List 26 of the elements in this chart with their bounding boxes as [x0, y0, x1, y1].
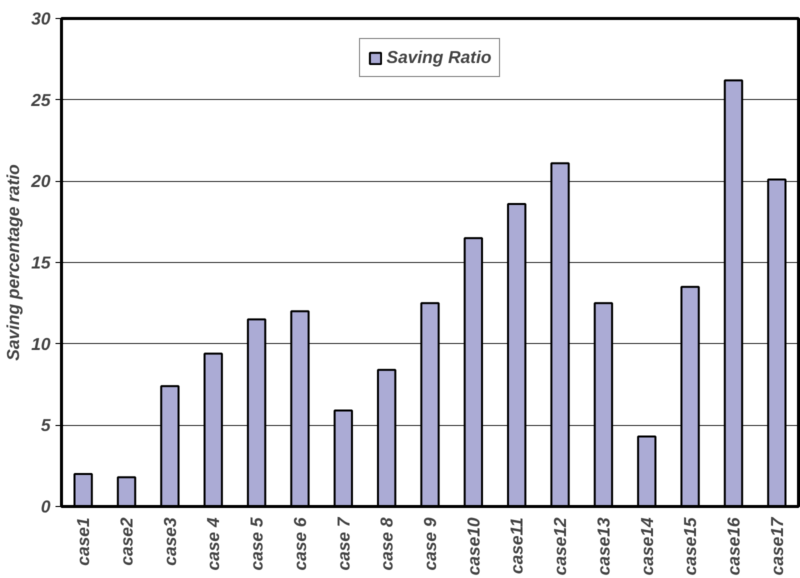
x-tick-label: case3: [160, 517, 180, 566]
x-tick-label: case15: [680, 517, 700, 576]
y-tick-label: 25: [30, 90, 51, 110]
y-tick-label: 0: [40, 496, 51, 516]
x-tick-label: case 8: [376, 517, 397, 570]
x-tick-label: case1: [73, 518, 94, 566]
x-tick-label: case10: [463, 517, 484, 576]
x-tick-label: case17: [766, 516, 787, 576]
y-axis-title: Saving percentage ratio: [3, 164, 24, 361]
y-tick-label: 30: [31, 8, 51, 28]
x-tick-label: case14: [636, 517, 657, 576]
y-tick-label: 10: [31, 334, 51, 354]
x-tick-label: case12: [550, 517, 570, 576]
x-tick-label: case 4: [203, 517, 224, 570]
x-tick-label: case11: [506, 517, 527, 574]
x-tick-label: case16: [723, 517, 744, 576]
x-tick-label: case 6: [290, 517, 310, 570]
y-tick-label: 20: [30, 171, 51, 192]
x-tick-label: case2: [116, 517, 137, 566]
legend-label: Saving Ratio: [386, 47, 492, 68]
x-tick-label: case 5: [246, 517, 267, 570]
x-tick-label: case 7: [333, 516, 354, 570]
y-tick-label: 5: [40, 415, 51, 436]
x-tick-label: case 9: [420, 517, 440, 570]
x-tick-label: case13: [593, 517, 614, 576]
y-tick-label: 15: [31, 252, 51, 272]
